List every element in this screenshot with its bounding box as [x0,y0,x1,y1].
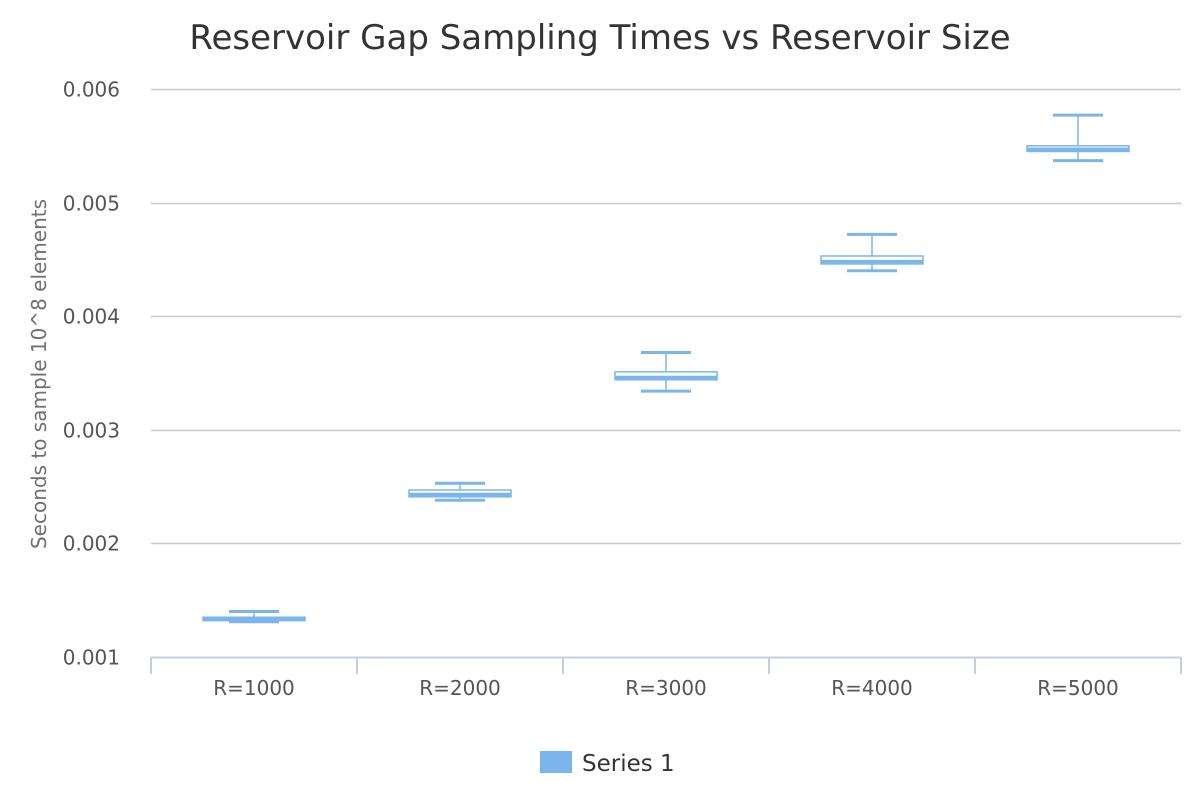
x-tick-label: R=1000 [213,676,295,700]
y-tick-label: 0.004 [63,305,120,329]
x-tick-label: R=2000 [419,676,501,700]
y-tick-label: 0.002 [63,532,120,556]
chart-title: Reservoir Gap Sampling Times vs Reservoi… [189,18,1010,58]
boxplot-item-2[interactable] [408,481,512,502]
boxplot-item-5[interactable] [1026,113,1130,163]
y-axis-labels: 0.001 0.002 0.003 0.004 0.005 0.006 [63,78,120,670]
legend-series-1-label[interactable]: Series 1 [582,751,675,777]
x-tick-label: R=4000 [831,676,913,700]
y-tick-label: 0.005 [63,192,120,216]
grid-lines [151,88,1181,545]
boxplot-item-4[interactable] [820,232,924,273]
boxplot-item-3[interactable] [614,351,718,393]
boxplot-item-1[interactable] [202,610,306,624]
y-tick-label: 0.001 [63,646,120,670]
x-axis [150,656,1182,674]
legend-swatch[interactable] [540,751,572,773]
x-tick-label: R=3000 [625,676,707,700]
boxplot-series [202,113,1130,624]
x-tick-label: R=5000 [1037,676,1119,700]
y-tick-label: 0.006 [63,78,120,102]
y-axis-title: Seconds to sample 10^8 elements [27,199,51,549]
x-axis-labels: R=1000 R=2000 R=3000 R=4000 R=5000 [213,676,1119,700]
y-tick-label: 0.003 [63,419,120,443]
legend[interactable]: Series 1 [540,751,675,777]
